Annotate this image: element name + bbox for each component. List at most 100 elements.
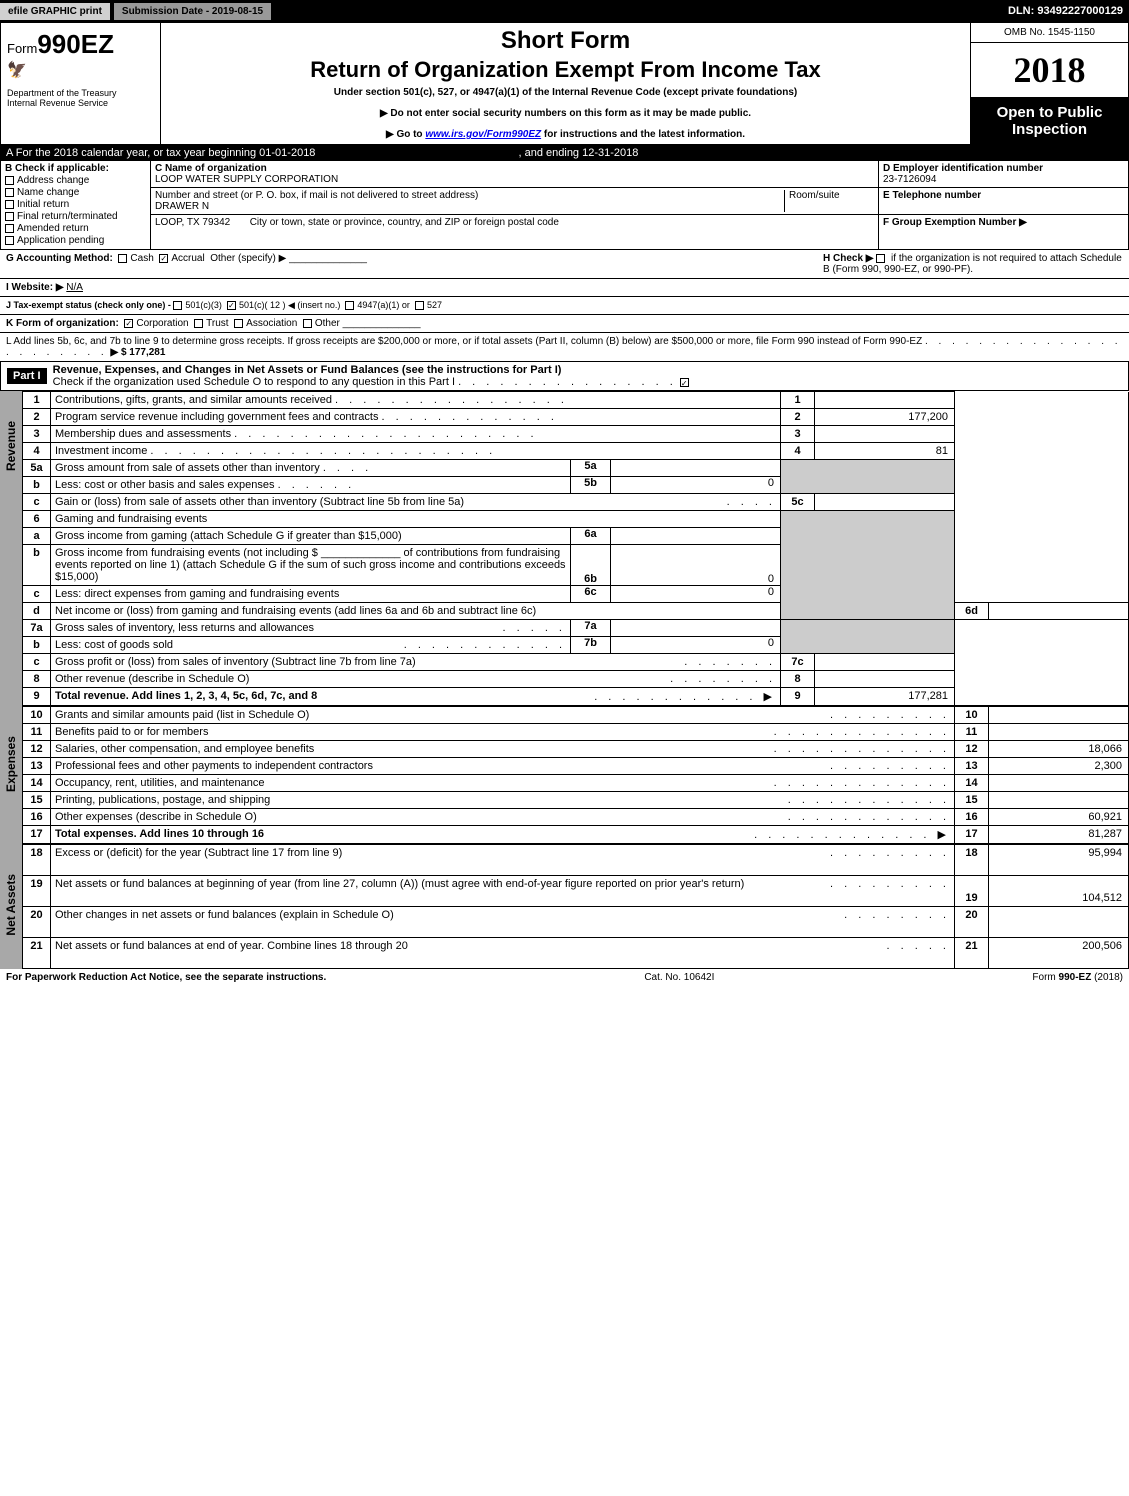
chk-address-change[interactable]: Address change — [5, 175, 146, 186]
r12-amt: 18,066 — [989, 741, 1129, 758]
r18-c: 18 — [955, 845, 989, 876]
b-label: B Check if applicable: — [5, 163, 109, 174]
l-text: L Add lines 5b, 6c, and 7b to line 9 to … — [6, 336, 922, 347]
open-public-1: Open to Public — [973, 104, 1126, 121]
netassets-label: Net Assets — [0, 844, 22, 969]
org-name: LOOP WATER SUPPLY CORPORATION — [155, 174, 338, 185]
row-k: K Form of organization: Corporation Trus… — [0, 315, 1129, 333]
r7a-sa — [610, 620, 780, 636]
r6d-c: 6d — [955, 603, 989, 620]
row-a-begin: A For the 2018 calendar year, or tax yea… — [6, 147, 315, 159]
footer-right: Form 990-EZ (2018) — [1032, 972, 1123, 983]
r6c-sc: 6c — [570, 586, 610, 602]
r14-text: Occupancy, rent, utilities, and maintena… — [51, 775, 955, 792]
r16-amt: 60,921 — [989, 809, 1129, 826]
row-a-tax-year: A For the 2018 calendar year, or tax yea… — [0, 145, 1129, 161]
open-public-2: Inspection — [973, 121, 1126, 138]
r2-text: Program service revenue including govern… — [51, 409, 781, 426]
r6d-text: Net income or (loss) from gaming and fun… — [51, 603, 781, 620]
r19-num: 19 — [23, 875, 51, 906]
r6c-sa: 0 — [610, 586, 780, 602]
r7a-text: Gross sales of inventory, less returns a… — [51, 620, 781, 637]
r18-amt: 95,994 — [989, 845, 1129, 876]
r10-text: Grants and similar amounts paid (list in… — [51, 707, 955, 724]
website-value: N/A — [66, 282, 83, 293]
irs-link[interactable]: www.irs.gov/Form990EZ — [425, 129, 541, 140]
department: Department of the Treasury Internal Reve… — [1, 86, 160, 112]
submission-date: Submission Date - 2019-08-15 — [114, 3, 271, 20]
j-527[interactable]: 527 — [427, 300, 442, 310]
r9-c: 9 — [781, 688, 815, 706]
row-a-end: , and ending 12-31-2018 — [519, 147, 639, 159]
box-c-org: C Name of organization LOOP WATER SUPPLY… — [151, 161, 878, 249]
r1-text: Contributions, gifts, grants, and simila… — [51, 392, 781, 409]
r12-num: 12 — [23, 741, 51, 758]
chk-application-pending[interactable]: Application pending — [5, 235, 146, 246]
omb-number: OMB No. 1545-1150 — [971, 23, 1128, 43]
r7c-num: c — [23, 654, 51, 671]
r10-amt — [989, 707, 1129, 724]
r6a-sc: 6a — [570, 528, 610, 544]
r15-c: 15 — [955, 792, 989, 809]
r9-text: Total revenue. Add lines 1, 2, 3, 4, 5c,… — [51, 688, 781, 706]
part1-schedule-o-check[interactable] — [680, 378, 689, 387]
d-label: D Employer identification number — [883, 163, 1043, 174]
form-number: Form990EZ 🦅 — [1, 23, 160, 86]
r13-amt: 2,300 — [989, 758, 1129, 775]
row-j: J Tax-exempt status (check only one) - 5… — [0, 297, 1129, 315]
addr-value: DRAWER N — [155, 201, 209, 212]
r11-amt — [989, 724, 1129, 741]
g-accrual[interactable]: Accrual — [171, 253, 204, 264]
k-other[interactable]: Other — [315, 318, 340, 329]
g-other[interactable]: Other (specify) ▶ — [210, 253, 286, 264]
header-left: Form990EZ 🦅 Department of the Treasury I… — [1, 23, 161, 144]
r19-c: 19 — [955, 875, 989, 906]
r6a-num: a — [23, 528, 51, 545]
chk-amended-return[interactable]: Amended return — [5, 223, 146, 234]
r19-amt: 104,512 — [989, 875, 1129, 906]
h-label: H Check ▶ — [823, 253, 873, 264]
efile-print-button[interactable]: efile GRAPHIC print — [0, 3, 110, 20]
r11-text: Benefits paid to or for members . . . . … — [51, 724, 955, 741]
chk-final-return[interactable]: Final return/terminated — [5, 211, 146, 222]
c-label: C Name of organization — [155, 163, 267, 174]
r1-c: 1 — [781, 392, 815, 409]
j-501c[interactable]: 501(c)( 12 ) ◀ (insert no.) — [239, 300, 340, 310]
subtitle: Under section 501(c), 527, or 4947(a)(1)… — [171, 87, 960, 98]
dept-treasury: Department of the Treasury — [7, 88, 154, 98]
r7a-sc: 7a — [570, 620, 610, 636]
row-gh: G Accounting Method: Cash Accrual Other … — [0, 250, 1129, 279]
r7b-num: b — [23, 637, 51, 654]
r17-c: 17 — [955, 826, 989, 844]
r7a-num: 7a — [23, 620, 51, 637]
r5b-num: b — [23, 477, 51, 494]
open-to-public: Open to Public Inspection — [971, 98, 1128, 144]
r6b-num: b — [23, 545, 51, 586]
j-501c3[interactable]: 501(c)(3) — [185, 300, 222, 310]
r4-num: 4 — [23, 443, 51, 460]
r21-amt: 200,506 — [989, 937, 1129, 968]
r6b-text: Gross income from fundraising events (no… — [51, 545, 781, 586]
r6b-sc: 6b — [570, 545, 610, 585]
k-trust[interactable]: Trust — [206, 318, 228, 329]
r7c-text: Gross profit or (loss) from sales of inv… — [51, 654, 781, 671]
r5b-sc: 5b — [570, 477, 610, 493]
form-990ez: 990EZ — [37, 29, 114, 59]
r10-c: 10 — [955, 707, 989, 724]
part1-header: Part I Revenue, Expenses, and Changes in… — [0, 362, 1129, 391]
header-mid: Short Form Return of Organization Exempt… — [161, 23, 970, 144]
r1-amt — [815, 392, 955, 409]
r7c-c: 7c — [781, 654, 815, 671]
row-i: I Website: ▶ N/A — [0, 279, 1129, 297]
dln: DLN: 93492227000129 — [1008, 5, 1129, 17]
r7c-amt — [815, 654, 955, 671]
k-corp[interactable]: Corporation — [136, 318, 188, 329]
chk-name-change[interactable]: Name change — [5, 187, 146, 198]
chk-initial-return[interactable]: Initial return — [5, 199, 146, 210]
footer-left: For Paperwork Reduction Act Notice, see … — [6, 972, 326, 983]
g-cash[interactable]: Cash — [130, 253, 153, 264]
j-4947[interactable]: 4947(a)(1) or — [357, 300, 410, 310]
expenses-label: Expenses — [0, 706, 22, 844]
part1-title: Revenue, Expenses, and Changes in Net As… — [53, 364, 562, 376]
k-assoc[interactable]: Association — [246, 318, 297, 329]
